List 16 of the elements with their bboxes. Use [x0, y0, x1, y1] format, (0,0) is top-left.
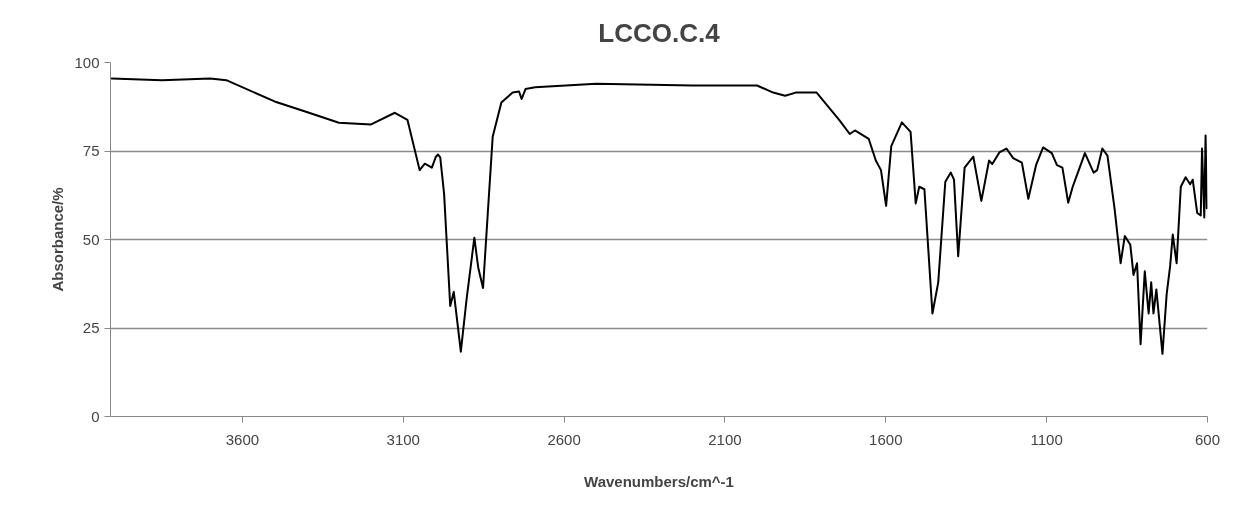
y-tick-label: 75	[82, 142, 100, 159]
chart-title: LCCO.C.4	[598, 17, 721, 48]
x-tick-label: 3100	[386, 430, 420, 448]
y-tick-label: 25	[82, 319, 100, 336]
y-axis-title: Absorbance/%	[49, 187, 67, 292]
x-tick-label: 3600	[225, 430, 260, 448]
x-tick-label: 600	[1194, 430, 1221, 448]
x-tick-label: 2600	[547, 430, 581, 448]
y-tick-label: 100	[74, 53, 100, 71]
line-series	[110, 77, 1208, 355]
x-axis-title: Wavenumbers/cm^-1	[584, 472, 734, 490]
x-tick-label: 1600	[869, 430, 903, 448]
y-tick-label: 0	[91, 407, 100, 425]
x-tick-label: 1100	[1030, 430, 1063, 448]
y-tick-label: 50	[82, 230, 100, 248]
x-tick-label: 2100	[708, 430, 742, 448]
